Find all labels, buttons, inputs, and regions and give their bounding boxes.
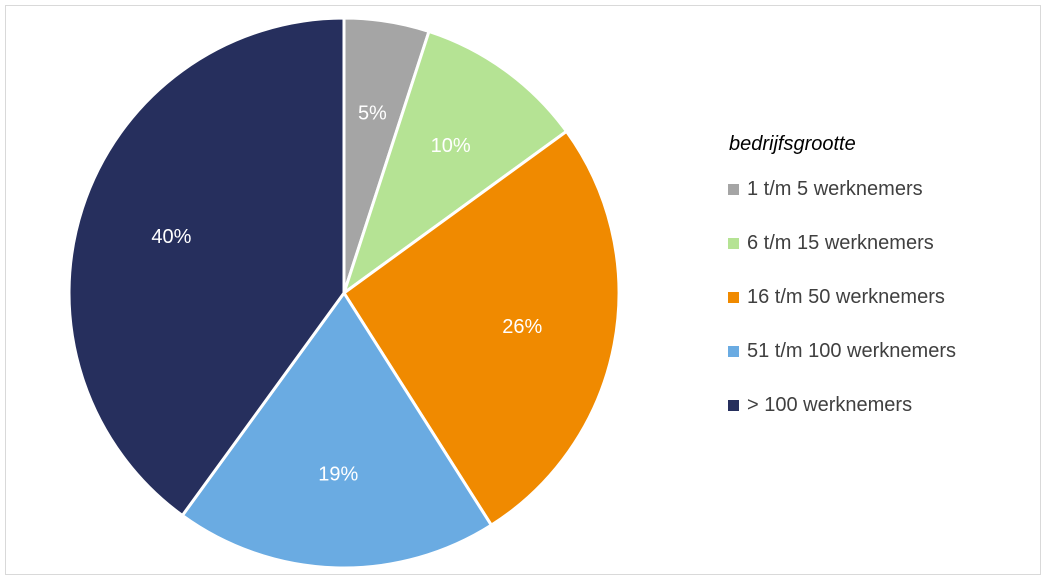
chart-area: 5% 10% 26% 19% 40% bedrijfsgrootte 1 t/m 5 w… — [5, 5, 1041, 575]
pie-chart: 5% 10% 26% 19% 40% — [67, 16, 621, 570]
data-label-6-t-m-15-werknemers: 10% — [431, 135, 471, 157]
legend-label: 51 t/m 100 werknemers — [747, 339, 956, 362]
pie-slice-100-werknemers — [67, 16, 346, 517]
pie-slice-51-t-m-100-werknemers — [180, 291, 493, 570]
legend-item-1-t-m-5-werknemers: 1 t/m 5 werknemers — [728, 177, 956, 201]
legend-label: > 100 werknemers — [747, 393, 913, 416]
legend-item-6-t-m-15-werknemers: 6 t/m 15 werknemers — [728, 231, 956, 255]
pie-slice-6-t-m-15-werknemers — [342, 29, 568, 295]
legend-label: 6 t/m 15 werknemers — [747, 231, 934, 254]
data-label-100-werknemers: 40% — [151, 226, 191, 248]
legend-swatch — [728, 183, 739, 195]
legend-label: 1 t/m 5 werknemers — [747, 177, 923, 200]
legend-label: 16 t/m 50 werknemers — [747, 285, 945, 308]
legend-swatch — [728, 399, 739, 411]
legend-item-16-t-m-50-werknemers: 16 t/m 50 werknemers — [728, 285, 956, 309]
legend-title: bedrijfsgrootte — [729, 133, 856, 155]
pie-slice-16-t-m-50-werknemers — [342, 129, 621, 527]
legend-swatch — [728, 237, 739, 249]
data-label-51-t-m-100-werknemers: 19% — [318, 463, 358, 485]
legend-item-51-t-m-100-werknemers: 51 t/m 100 werknemers — [728, 339, 956, 363]
legend-swatch — [728, 291, 739, 303]
legend-item-100-werknemers: > 100 werknemers — [728, 393, 956, 417]
data-label-1-t-m-5-werknemers: 5% — [358, 103, 387, 125]
legend: bedrijfsgrootte 1 t/m 5 werknemers 6 t/m … — [728, 132, 956, 447]
legend-swatch — [728, 345, 739, 357]
data-label-16-t-m-50-werknemers: 26% — [502, 316, 542, 338]
